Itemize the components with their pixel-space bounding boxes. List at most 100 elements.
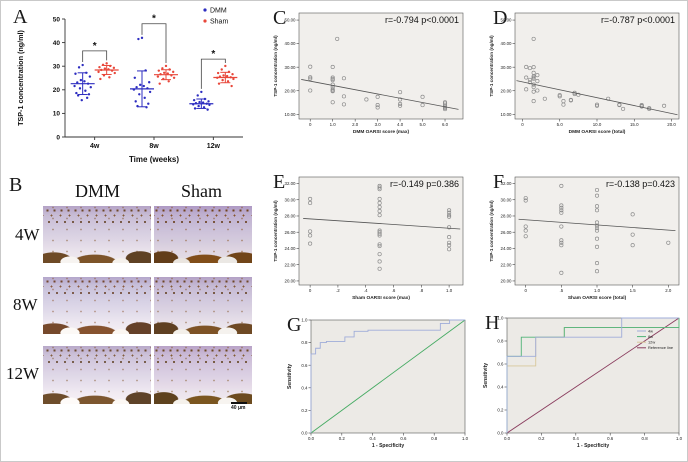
panel-b-label: B bbox=[9, 174, 23, 196]
svg-text:10.00: 10.00 bbox=[501, 112, 513, 117]
svg-text:DMM: DMM bbox=[210, 7, 227, 14]
svg-text:3.0: 3.0 bbox=[375, 122, 382, 127]
svg-text:20.00: 20.00 bbox=[501, 88, 513, 93]
svg-text:0.0: 0.0 bbox=[308, 436, 315, 441]
svg-text:1.0: 1.0 bbox=[676, 436, 683, 441]
svg-text:40: 40 bbox=[53, 40, 61, 47]
svg-text:1.0: 1.0 bbox=[301, 318, 308, 323]
svg-text:Sham: Sham bbox=[210, 18, 228, 25]
svg-text:28.00: 28.00 bbox=[285, 214, 297, 219]
svg-text:30.00: 30.00 bbox=[501, 197, 513, 202]
svg-text:20: 20 bbox=[53, 87, 61, 94]
svg-text:1.0: 1.0 bbox=[462, 436, 469, 441]
svg-text:10.00: 10.00 bbox=[285, 112, 297, 117]
svg-text:0.8: 0.8 bbox=[301, 340, 308, 345]
svg-text:20.00: 20.00 bbox=[501, 279, 513, 284]
svg-text:40.00: 40.00 bbox=[501, 41, 513, 46]
svg-text:.6: .6 bbox=[392, 288, 396, 293]
panel-e-label: E bbox=[273, 171, 286, 193]
svg-text:r=-0.794 p<0.0001: r=-0.794 p<0.0001 bbox=[385, 15, 459, 25]
svg-text:26.00: 26.00 bbox=[285, 230, 297, 235]
svg-text:0.8: 0.8 bbox=[497, 339, 504, 344]
svg-text:*: * bbox=[152, 14, 156, 25]
svg-text:0.6: 0.6 bbox=[497, 362, 504, 367]
svg-text:TSP-1 concentration (ng/ml): TSP-1 concentration (ng/ml) bbox=[16, 29, 25, 125]
svg-text:TSP-1 concentration (ng/ml): TSP-1 concentration (ng/ml) bbox=[273, 200, 278, 262]
svg-text:1.0: 1.0 bbox=[330, 122, 337, 127]
svg-text:0.0: 0.0 bbox=[497, 431, 504, 436]
histology-image-sham-8w bbox=[154, 277, 252, 334]
panel-h-label: H bbox=[485, 312, 500, 334]
svg-text:8w: 8w bbox=[648, 334, 653, 339]
svg-text:20.00: 20.00 bbox=[285, 279, 297, 284]
svg-text:Sham OARSI score (total): Sham OARSI score (total) bbox=[568, 295, 627, 301]
panel-a-chart: 0 10 20 30 40 50 * * * 4w 8w 12w Time (weeks) TSP-1 c… bbox=[16, 7, 243, 164]
svg-text:0.6: 0.6 bbox=[301, 363, 308, 368]
svg-text:0: 0 bbox=[56, 134, 60, 141]
svg-text:0.2: 0.2 bbox=[497, 408, 504, 413]
svg-text:.5: .5 bbox=[560, 288, 564, 293]
svg-text:30.00: 30.00 bbox=[285, 65, 297, 70]
panel-g: G 0.0 0.0 0.2 0.2 0.4 0.4 0.6 0.6 0.8 0.8 1.0 1.0 1 … bbox=[283, 313, 473, 459]
svg-text:0: 0 bbox=[309, 288, 312, 293]
svg-text:22.00: 22.00 bbox=[285, 262, 297, 267]
panel-d-chart: 10.00 20.00 30.00 40.00 50.00 0 5.0 10.0 15.0 20.… bbox=[489, 12, 680, 135]
svg-text:0.4: 0.4 bbox=[573, 436, 580, 441]
histology-image-dmm-12w bbox=[43, 346, 151, 404]
panel-f-label: F bbox=[493, 171, 505, 193]
svg-text:2.0: 2.0 bbox=[352, 122, 359, 127]
svg-text:1.0: 1.0 bbox=[446, 288, 453, 293]
svg-text:5.0: 5.0 bbox=[557, 122, 564, 127]
svg-text:12w: 12w bbox=[648, 340, 655, 345]
panel-b-row-4w: 4W bbox=[15, 225, 40, 244]
panel-d: D 10.00 20.00 30.00 40.00 50.00 0 5.0 10.0 15.0 2… bbox=[485, 5, 687, 145]
svg-text:r=-0.138 p=0.423: r=-0.138 p=0.423 bbox=[606, 179, 675, 189]
panel-g-label: G bbox=[287, 314, 302, 336]
svg-text:50.00: 50.00 bbox=[285, 18, 297, 23]
svg-text:0.2: 0.2 bbox=[538, 436, 545, 441]
panel-e-chart: 20.00 22.00 24.00 26.00 28.00 30.00 32.00 0 .2 .4… bbox=[273, 176, 464, 301]
svg-text:1.5: 1.5 bbox=[630, 288, 637, 293]
svg-text:1 - Specificity: 1 - Specificity bbox=[372, 443, 404, 449]
panel-h: H 0.0 0.0 0.2 0.2 0.4 0.4 0.6 0.6 0.8 0.8 1.0 1.0 4w… bbox=[479, 311, 687, 459]
svg-text:50.00: 50.00 bbox=[501, 18, 513, 23]
svg-text:.8: .8 bbox=[419, 288, 423, 293]
svg-text:r=-0.149 p=0.386: r=-0.149 p=0.386 bbox=[390, 179, 459, 189]
svg-text:TSP-1 concentration (ng/ml): TSP-1 concentration (ng/ml) bbox=[273, 35, 278, 97]
svg-text:50: 50 bbox=[53, 16, 61, 23]
panel-c: C 10.00 20.00 30.00 40.00 50.00 0 1.0 2.0 3.0 4.0… bbox=[269, 5, 471, 145]
svg-text:.4: .4 bbox=[364, 288, 368, 293]
panel-d-label: D bbox=[493, 7, 508, 29]
svg-text:0: 0 bbox=[524, 288, 527, 293]
panel-b-column-dmm: DMM bbox=[75, 181, 121, 201]
svg-text:Sham OARSI score (max): Sham OARSI score (max) bbox=[352, 295, 410, 301]
panel-c-label: C bbox=[273, 7, 287, 29]
panel-c-chart: 10.00 20.00 30.00 40.00 50.00 0 1.0 2.0 3.0 4.0 5.… bbox=[273, 12, 464, 135]
svg-text:0.2: 0.2 bbox=[301, 408, 308, 413]
panel-b-row-8w: 8W bbox=[13, 295, 38, 314]
svg-text:DMM OARSI score (total): DMM OARSI score (total) bbox=[569, 129, 626, 135]
svg-text:0.0: 0.0 bbox=[301, 431, 308, 436]
svg-text:0.8: 0.8 bbox=[642, 436, 649, 441]
panel-a: A 0 10 20 30 40 50 * * * 4w 8w 12w Time (weeks) TSP-1… bbox=[9, 3, 261, 169]
panel-a-label: A bbox=[13, 6, 28, 28]
panel-g-chart: 0.00.0 0.2 0.2 0.4 0.4 0.6 0.6 0.8 0.8 1.0 1.0 1 - … bbox=[287, 318, 469, 449]
svg-text:0.8: 0.8 bbox=[431, 436, 438, 441]
histology-image-dmm-8w bbox=[43, 277, 151, 334]
panel-b-column-sham: Sham bbox=[181, 181, 223, 201]
svg-text:28.00: 28.00 bbox=[501, 214, 513, 219]
svg-text:22.00: 22.00 bbox=[501, 262, 513, 267]
svg-text:TSP-1 concentration (ng/ml): TSP-1 concentration (ng/ml) bbox=[489, 35, 494, 97]
svg-text:26.00: 26.00 bbox=[501, 230, 513, 235]
svg-text:*: * bbox=[93, 41, 97, 52]
svg-text:0.4: 0.4 bbox=[497, 385, 504, 390]
svg-text:2.0: 2.0 bbox=[665, 288, 672, 293]
scale-bar-label: 40 μm bbox=[231, 405, 246, 411]
svg-text:10: 10 bbox=[53, 111, 61, 118]
histology-image-sham-12w bbox=[154, 346, 252, 404]
scale-bar bbox=[231, 402, 247, 404]
svg-text:Sensitivity: Sensitivity bbox=[287, 364, 293, 389]
svg-text:5.0: 5.0 bbox=[420, 122, 427, 127]
svg-text:0.4: 0.4 bbox=[301, 385, 308, 390]
panel-e: E 20.00 22.00 24.00 26.00 28.00 30.00 32.00 0 .2… bbox=[269, 169, 471, 311]
